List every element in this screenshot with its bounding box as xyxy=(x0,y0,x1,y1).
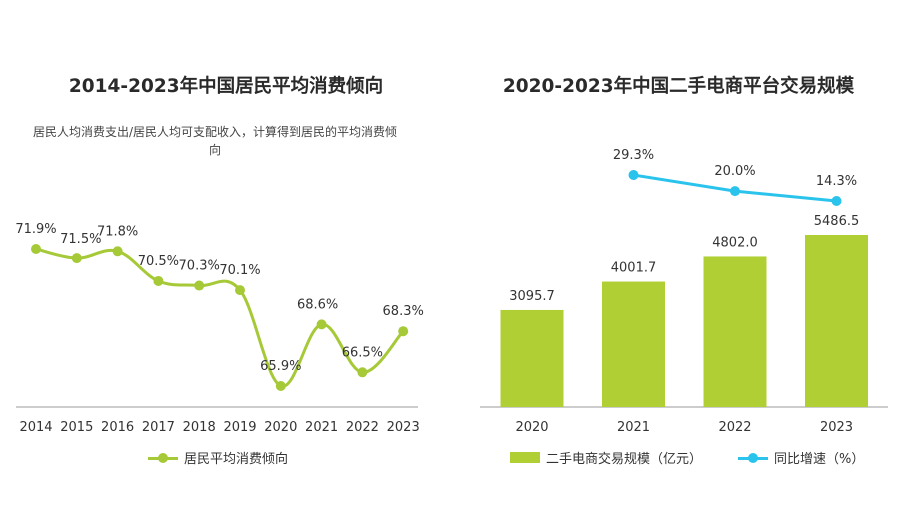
growth-label: 29.3% xyxy=(613,148,654,163)
data-label: 71.5% xyxy=(60,232,101,247)
right-chart-panel: 2020-2023年中国二手电商平台交易规模 3095.7 2020 4001.7 2… xyxy=(452,0,905,510)
x-tick-label: 2020 xyxy=(264,420,297,435)
legend-item-scale: 二手电商交易规模（亿元） xyxy=(510,448,702,467)
growth-label: 14.3% xyxy=(816,174,857,189)
data-label: 70.3% xyxy=(179,259,220,274)
data-label: 71.8% xyxy=(97,224,138,239)
x-tick-label: 2021 xyxy=(617,420,650,435)
data-label: 65.9% xyxy=(260,359,301,374)
left-chart-note: 居民人均消费支出/居民人均可支配收入，计算得到居民的平均消费倾向 xyxy=(32,125,398,157)
data-label: 68.3% xyxy=(383,304,424,319)
data-label: 68.6% xyxy=(297,297,338,312)
x-tick-label: 2022 xyxy=(718,420,751,435)
legend-item-growth: 同比增速（%） xyxy=(738,448,864,467)
bar-value-label: 3095.7 xyxy=(509,289,555,304)
growth-label: 20.0% xyxy=(714,164,755,179)
legend-item-consumption: 居民平均消费倾向 xyxy=(148,448,288,467)
data-point xyxy=(398,326,409,337)
right-legend: 二手电商交易规模（亿元） 同比增速（%） xyxy=(510,448,900,467)
x-tick-label: 2016 xyxy=(101,420,134,435)
data-point xyxy=(31,244,41,254)
bar-value-label: 5486.5 xyxy=(814,214,860,229)
growth-point xyxy=(831,196,842,206)
data-point xyxy=(71,253,82,264)
data-point xyxy=(275,381,286,391)
x-tick-label: 2022 xyxy=(346,420,379,435)
bar xyxy=(703,256,767,407)
left-chart-title: 2014-2023年中国居民平均消费倾向 xyxy=(68,76,384,97)
left-chart-panel: 2014-2023年中国居民平均消费倾向 居民人均消费支出/居民人均可支配收入，… xyxy=(0,0,452,510)
legend-swatch-line xyxy=(148,452,178,464)
x-tick-label: 2017 xyxy=(142,420,175,435)
x-tick-label: 2019 xyxy=(223,420,256,435)
data-point xyxy=(194,280,205,291)
legend-label-scale: 二手电商交易规模（亿元） xyxy=(546,452,703,467)
growth-point xyxy=(730,186,740,197)
bar xyxy=(805,235,868,407)
data-point xyxy=(112,246,123,257)
data-point xyxy=(357,367,368,378)
data-label: 70.5% xyxy=(138,254,179,269)
x-tick-label: 2020 xyxy=(515,420,548,435)
right-chart-title: 2020-2023年中国二手电商平台交易规模 xyxy=(502,76,855,97)
data-label: 66.5% xyxy=(342,345,383,360)
bar-value-label: 4802.0 xyxy=(712,235,758,250)
legend-label-consumption: 居民平均消费倾向 xyxy=(184,452,289,467)
consumption-propensity-line-chart: 71.9% 2014 71.5% 2015 71.8% 2016 70.5% 2017 70.3… xyxy=(15,222,424,435)
second-hand-ecommerce-bar-chart: 3095.7 2020 4001.7 2021 4802.0 2022 5486.5 2023… xyxy=(480,148,888,435)
x-tick-label: 2018 xyxy=(183,420,216,435)
data-point xyxy=(316,319,327,330)
bar-value-label: 4001.7 xyxy=(611,261,657,276)
x-tick-label: 2021 xyxy=(305,420,338,435)
data-point xyxy=(235,285,245,296)
x-tick-label: 2014 xyxy=(19,420,52,435)
left-legend: 居民平均消费倾向 xyxy=(148,448,324,467)
x-tick-label: 2023 xyxy=(387,420,420,435)
legend-swatch-growth-line xyxy=(738,452,769,464)
x-tick-label: 2015 xyxy=(60,420,93,435)
bar xyxy=(602,281,665,407)
legend-swatch-bar xyxy=(510,452,540,463)
legend-label-growth: 同比增速（%） xyxy=(774,452,865,467)
x-tick-label: 2023 xyxy=(820,420,853,435)
bar xyxy=(500,309,564,407)
data-point xyxy=(153,275,164,286)
data-label: 70.1% xyxy=(219,263,260,278)
growth-point xyxy=(628,170,639,180)
data-label: 71.9% xyxy=(15,222,56,237)
